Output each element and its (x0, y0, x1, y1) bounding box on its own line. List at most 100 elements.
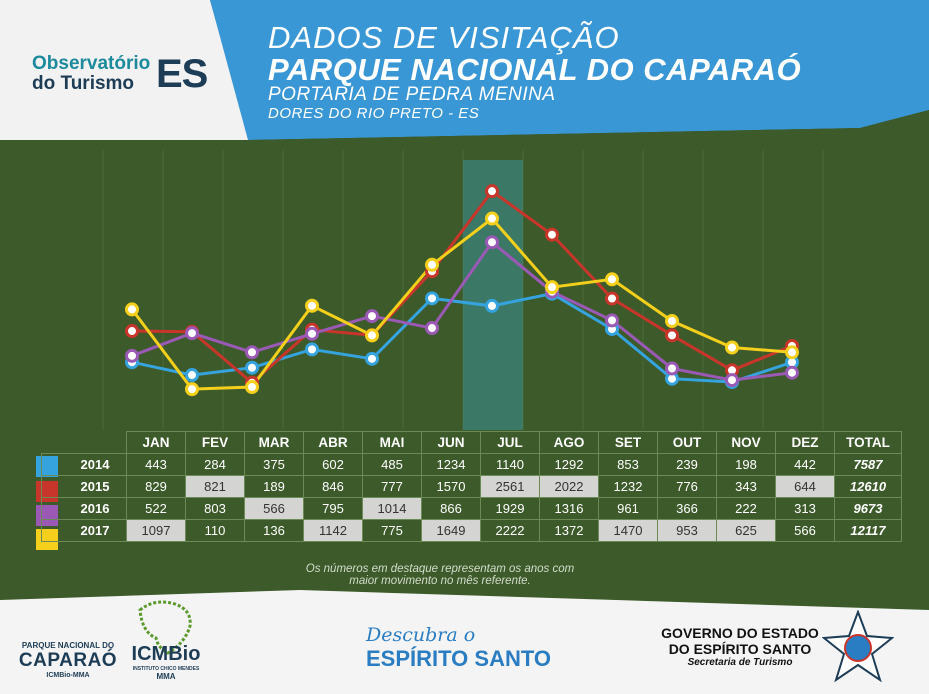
data-table: JAN FEV MAR ABR MAI JUN JUL AGO SET OUT NOV DEZ TOTA… (41, 431, 902, 542)
column-header-total: TOTAL (834, 431, 902, 454)
title-line3: PORTARIA DE PEDRA MENINA (268, 84, 556, 105)
table-cell: 1570 (421, 475, 481, 498)
table-cell: 485 (362, 453, 422, 476)
table-cell: 522 (126, 497, 186, 520)
point-2016-OUT (665, 361, 679, 376)
table-cell: 198 (716, 453, 776, 476)
table-cell: 366 (657, 497, 717, 520)
logo-es: ES (156, 52, 208, 96)
column-header: DEZ (775, 431, 835, 454)
point-2014-MAI (365, 351, 379, 366)
table-cell: 1649 (421, 519, 481, 542)
logo-line2a: do (32, 73, 56, 94)
table-cell: 136 (244, 519, 304, 542)
point-2016-JUN (425, 321, 439, 336)
point-2014-FEV (185, 368, 199, 383)
table-cell: 846 (303, 475, 363, 498)
icmbio-label: ICMBio (131, 643, 201, 665)
row-year: 2015 (41, 475, 127, 498)
table-cell: 866 (421, 497, 481, 520)
table-cell: 821 (185, 475, 245, 498)
table-row: 2015 829 821 189 846 777 1570 2561 2022 1232 776 34… (41, 475, 902, 498)
point-2017-NOV (725, 340, 739, 355)
row-year: 2017 (41, 519, 127, 542)
footnote: Os números em destaque representam os an… (270, 563, 610, 587)
table-row: 2016 522 803 566 795 1014 866 1929 1316 961 366 222… (41, 497, 902, 520)
table-cell: 222 (716, 497, 776, 520)
table-cell: 1470 (598, 519, 658, 542)
table-row: 2014 443 284 375 602 485 1234 1140 1292 853 239 198… (41, 453, 902, 476)
table-cell: 1140 (480, 453, 540, 476)
point-2016-DEZ (785, 365, 799, 380)
gov-line2: DO ESPÍRITO SANTO (668, 641, 812, 657)
table-cell: 795 (303, 497, 363, 520)
header-background (0, 0, 929, 150)
point-2014-MAR (245, 360, 259, 375)
series-line-2015 (131, 189, 793, 385)
table-cell: 313 (775, 497, 835, 520)
table-cell: 189 (244, 475, 304, 498)
table-cell: 1372 (539, 519, 599, 542)
row-total: 7587 (834, 453, 902, 476)
gov-line3: Secretaria de Turismo (687, 657, 793, 668)
point-2016-MAR (245, 345, 259, 360)
column-header: JUN (421, 431, 481, 454)
table-cell: 1234 (421, 453, 481, 476)
column-header: JAN (126, 431, 186, 454)
table-cell: 375 (244, 453, 304, 476)
table-cell: 602 (303, 453, 363, 476)
column-header: MAI (362, 431, 422, 454)
point-2016-SET (605, 313, 619, 328)
logo-line2b: Turismo (60, 73, 135, 94)
logo-line1: Observatório (32, 53, 151, 74)
title-line1: DADOS DE VISITAÇÃO (268, 20, 620, 55)
point-2016-FEV (185, 326, 199, 341)
parque-line3: ICMBio-MMA (46, 672, 90, 679)
icmbio-sub: INSTITUTO CHICO MENDES (132, 666, 200, 672)
point-2016-NOV (725, 373, 739, 388)
point-2016-MAI (365, 309, 379, 324)
governo-logo: GOVERNO DO ESTADO DO ESPÍRITO SANTO Secr… (660, 625, 820, 668)
column-header: FEV (185, 431, 245, 454)
point-2017-JAN (125, 302, 139, 317)
icmbio-logo: ICMBio INSTITUTO CHICO MENDES MMA (126, 643, 206, 681)
parque-logo: PARQUE NACIONAL DO CAPARAÓ ICMBio-MMA (18, 641, 118, 679)
highlight-jul-column (463, 160, 523, 430)
note-line1: Os números em destaque representam os an… (305, 563, 575, 575)
gov-line1: GOVERNO DO ESTADO (661, 625, 819, 641)
row-year: 2016 (41, 497, 127, 520)
table-corner (42, 432, 127, 454)
point-2017-JUN (425, 257, 439, 272)
point-2015-OUT (665, 328, 679, 343)
point-2014-JUL (485, 298, 499, 313)
table-cell: 644 (775, 475, 835, 498)
point-2015-SET (605, 291, 619, 306)
table-cell: 566 (775, 519, 835, 542)
column-header: JUL (480, 431, 540, 454)
table-cell: 1292 (539, 453, 599, 476)
table-cell: 803 (185, 497, 245, 520)
point-2016-JUL (485, 235, 499, 250)
table-cell: 1097 (126, 519, 186, 542)
footer-background (0, 590, 929, 694)
series-line-2014 (131, 292, 793, 384)
table-cell: 775 (362, 519, 422, 542)
row-total: 9673 (834, 497, 902, 520)
point-2017-OUT (665, 314, 679, 329)
point-2017-SET (605, 272, 619, 287)
table-cell: 1929 (480, 497, 540, 520)
title-line4: DORES DO RIO PRETO - ES (268, 105, 480, 122)
point-2017-DEZ (785, 345, 799, 360)
column-header: NOV (716, 431, 776, 454)
column-header: ABR (303, 431, 363, 454)
table-cell: 110 (185, 519, 245, 542)
line-chart (102, 150, 824, 430)
state-coat-of-arms-icon (822, 610, 894, 683)
table-cell: 239 (657, 453, 717, 476)
table-cell: 1014 (362, 497, 422, 520)
column-header: AGO (539, 431, 599, 454)
table-cell: 566 (244, 497, 304, 520)
table-cell: 625 (716, 519, 776, 542)
table-cell: 829 (126, 475, 186, 498)
column-header: MAR (244, 431, 304, 454)
